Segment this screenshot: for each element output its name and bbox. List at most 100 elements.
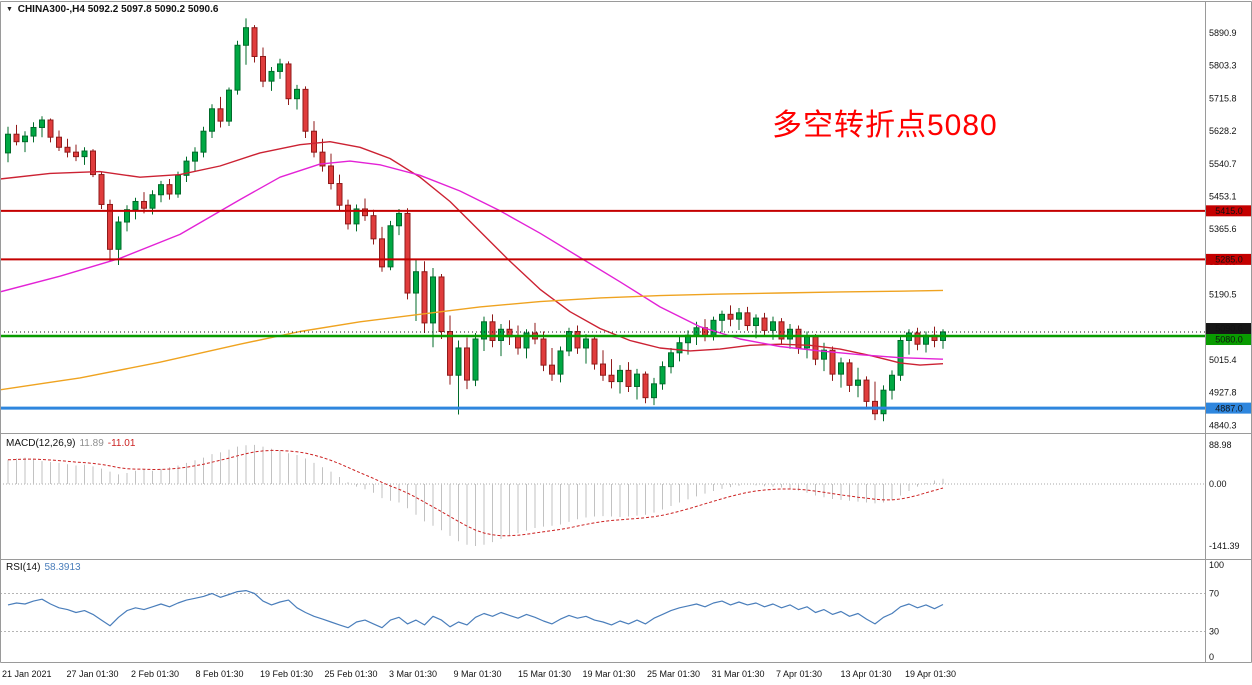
candle [217, 108, 224, 122]
rsi-axis-label: 30 [1209, 627, 1219, 637]
candle [744, 312, 751, 327]
candle [914, 332, 921, 345]
candle [549, 364, 555, 375]
macd-panel [0, 444, 1205, 547]
candle [251, 27, 258, 57]
axes: 5890.9 5803.3 5715.8 5628.2 5540.7 5453.1 5365… [2, 28, 1240, 679]
candle [268, 70, 275, 82]
annotation-text: 多空转折点5080 [772, 109, 998, 142]
candle [625, 369, 632, 387]
candle [192, 151, 198, 162]
candle [583, 338, 589, 349]
candle [710, 319, 717, 336]
date-label: 9 Mar 01:30 [454, 669, 502, 679]
price-axis-label: 5628.2 [1209, 126, 1237, 136]
price-badge: 4887.0 [1206, 402, 1252, 414]
rsi-axis-label: 70 [1209, 589, 1219, 599]
candle [515, 336, 521, 349]
rsi-panel [0, 589, 1205, 632]
candle [481, 321, 487, 340]
candle [302, 88, 309, 132]
candle [387, 225, 394, 268]
price-axis-label: 5803.3 [1209, 61, 1237, 71]
candle [880, 389, 887, 415]
candle [226, 89, 232, 122]
candle [183, 160, 190, 176]
candle [472, 338, 479, 381]
candle [846, 362, 853, 386]
date-label: 27 Jan 01:30 [67, 669, 119, 679]
price-badge-bg [1206, 205, 1252, 217]
candle [277, 63, 283, 72]
candle [778, 321, 785, 340]
main-panel [0, 18, 1205, 422]
price-axis-label: 4840.3 [1209, 420, 1237, 430]
candle [540, 338, 547, 366]
candle [370, 215, 377, 240]
candle [557, 350, 564, 375]
candle [353, 208, 360, 225]
candle [56, 136, 62, 148]
candle [761, 317, 768, 331]
candle [889, 374, 895, 391]
candle [804, 336, 810, 349]
price-badge-bg [1206, 253, 1252, 265]
candle [13, 133, 20, 143]
candle [574, 331, 581, 349]
candle [455, 347, 462, 376]
candle [668, 352, 674, 368]
candle [175, 174, 181, 195]
candle [124, 209, 130, 223]
date-label: 19 Feb 01:30 [260, 669, 313, 679]
candles [5, 18, 946, 422]
rsi-value: 58.3913 [44, 562, 81, 573]
price-badge: 5090.6 [1206, 323, 1252, 335]
price-axis-label: 4927.8 [1209, 388, 1237, 398]
macd-signal-line [7, 449, 944, 537]
date-label: 31 Mar 01:30 [712, 669, 765, 679]
candle [591, 338, 598, 365]
candle [47, 119, 54, 138]
ma-slow-orange-line [0, 289, 944, 391]
date-label: 13 Apr 01:30 [841, 669, 892, 679]
candle [659, 366, 666, 385]
date-label: 19 Mar 01:30 [583, 669, 636, 679]
price-axis-label: 5890.9 [1209, 28, 1237, 38]
candle [311, 130, 317, 153]
rsi-axis-label: 100 [1209, 560, 1224, 570]
candle [634, 373, 640, 387]
candle [336, 183, 343, 206]
candle [64, 146, 71, 153]
candle [319, 151, 326, 167]
price-badge: 5415.0 [1206, 205, 1252, 217]
macd-axis-label: 0.00 [1209, 479, 1227, 489]
candle [489, 321, 496, 341]
price-axis-label: 5453.1 [1209, 192, 1237, 202]
symbol-info: ▼ CHINA300-,H4 5092.2 5097.8 5090.2 5090… [6, 4, 218, 15]
date-label: 25 Mar 01:30 [647, 669, 700, 679]
candle [30, 126, 37, 137]
candle [115, 221, 122, 250]
price-badge-bg [1206, 402, 1252, 414]
date-label: 25 Feb 01:30 [325, 669, 378, 679]
price-axis-label: 5015.4 [1209, 355, 1237, 365]
candle [39, 119, 45, 128]
candle [523, 332, 530, 349]
candle [158, 184, 164, 196]
candle [73, 151, 79, 158]
candle [421, 271, 428, 324]
date-label: 19 Apr 01:30 [905, 669, 956, 679]
candle [404, 212, 411, 294]
candle [345, 204, 351, 225]
candle [812, 336, 819, 360]
candle [651, 383, 657, 399]
candle [693, 327, 700, 336]
candle [200, 130, 207, 153]
symbol-dropdown-icon[interactable]: ▼ [6, 6, 13, 13]
price-badge-bg [1206, 323, 1252, 335]
macd-axis-label: -141.39 [1209, 541, 1240, 551]
candle [676, 342, 683, 354]
candle [438, 276, 445, 333]
